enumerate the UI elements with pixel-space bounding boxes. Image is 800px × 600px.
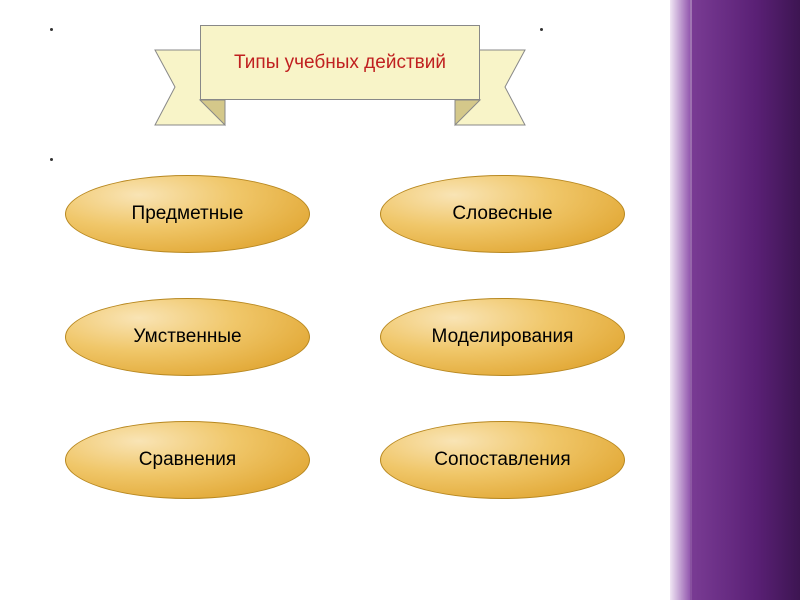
purple-sidebar <box>690 0 800 600</box>
purple-highlight <box>690 0 692 600</box>
bubble-item: Моделирования <box>380 298 625 376</box>
bubble-item: Сравнения <box>65 421 310 499</box>
bubble-label: Сопоставления <box>434 449 570 471</box>
banner-container: Типы учебных действий <box>150 25 530 145</box>
decorative-dot <box>50 28 53 31</box>
bubble-row: Предметные Словесные <box>65 175 625 253</box>
bubble-row: Умственные Моделирования <box>65 298 625 376</box>
purple-edge-gradient <box>670 0 692 600</box>
bubbles-grid: Предметные Словесные Умственные Моделиро… <box>65 175 625 544</box>
bubble-item: Предметные <box>65 175 310 253</box>
bubble-item: Словесные <box>380 175 625 253</box>
banner-body: Типы учебных действий <box>200 25 480 100</box>
bubble-item: Умственные <box>65 298 310 376</box>
bubble-item: Сопоставления <box>380 421 625 499</box>
decorative-dot <box>50 158 53 161</box>
bubble-label: Моделирования <box>432 326 574 348</box>
bubble-label: Словесные <box>452 203 552 225</box>
bubble-label: Предметные <box>132 203 244 225</box>
bubble-row: Сравнения Сопоставления <box>65 421 625 499</box>
bubble-label: Сравнения <box>139 449 236 471</box>
banner-title: Типы учебных действий <box>234 52 446 74</box>
bubble-label: Умственные <box>133 326 241 348</box>
decorative-dot <box>540 28 543 31</box>
